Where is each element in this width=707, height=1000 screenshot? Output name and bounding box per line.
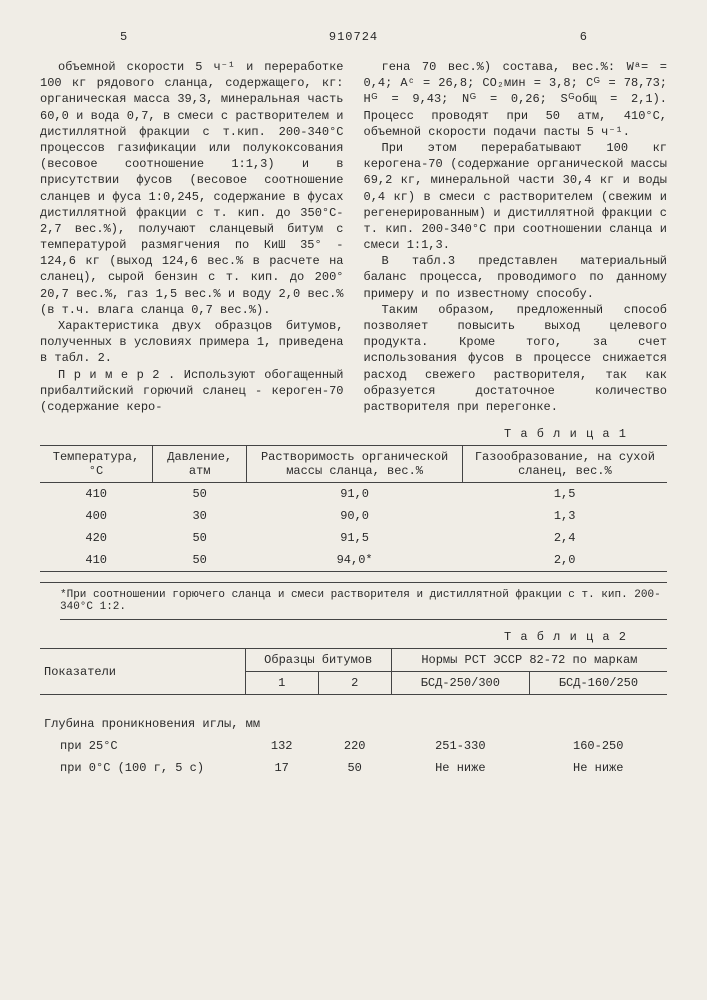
t2-row1-label: Глубина проникновения иглы, мм [40, 713, 667, 735]
document-number: 910724 [329, 30, 378, 44]
table-row: 420 50 91,5 2,4 [40, 527, 667, 549]
table-row: 410 50 91,0 1,5 [40, 483, 667, 506]
table-row: 400 30 90,0 1,3 [40, 505, 667, 527]
t1-h1: Температура, °C [40, 446, 152, 483]
page-header: 5 910724 6 [40, 30, 667, 44]
t2-h-norms: Нормы РСТ ЭССР 82-72 по маркам [391, 649, 667, 672]
para-left-1: объемной скорости 5 ч⁻¹ и переработке 10… [40, 59, 344, 318]
col-num-left: 5 [120, 30, 127, 44]
para-right-4: Таким образом, предложенный способ позво… [364, 302, 668, 415]
t1-h2: Давление, атм [152, 446, 247, 483]
para-left-2: Характеристика двух образцов битумов, по… [40, 318, 344, 367]
table-1: Температура, °C Давление, атм Растворимо… [40, 445, 667, 572]
para-left-3: П р и м е р 2 . Используют обогащенный п… [40, 367, 344, 416]
t2-h-samples: Образцы битумов [245, 649, 391, 672]
para-right-1: гена 70 вес.%) состава, вес.%: Wᵃ= = 0,4… [364, 59, 668, 140]
table-row: Глубина проникновения иглы, мм [40, 713, 667, 735]
table1-footnote: *При соотношении горючего сланца и смеси… [60, 589, 667, 620]
t1-h3: Растворимость органической массы сланца,… [247, 446, 462, 483]
t1-h4: Газообразование, на сухой сланец, вес.% [462, 446, 667, 483]
para-right-2: При этом перерабатывают 100 кг керогена-… [364, 140, 668, 253]
table-2: Показатели Образцы битумов Нормы РСТ ЭСС… [40, 648, 667, 779]
body-text: объемной скорости 5 ч⁻¹ и переработке 10… [40, 59, 667, 415]
table-row: 410 50 94,0* 2,0 [40, 549, 667, 572]
table1-caption: Т а б л и ц а 1 [40, 427, 627, 441]
table-row: при 25°C 132 220 251-330 160-250 [40, 735, 667, 757]
col-num-right: 6 [580, 30, 587, 44]
table-row: при 0°C (100 г, 5 с) 17 50 Не ниже Не ни… [40, 757, 667, 779]
para-right-3: В табл.3 представлен материальный баланс… [364, 253, 668, 302]
table2-caption: Т а б л и ц а 2 [40, 630, 627, 644]
t2-h-main: Показатели [40, 649, 245, 695]
